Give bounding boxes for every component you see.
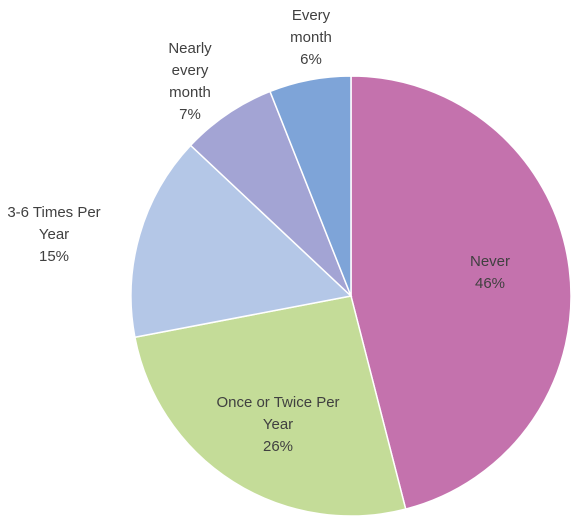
slice-label: Nearly every month 7% [159, 38, 221, 126]
value-label: 26% [262, 438, 294, 455]
category-label: 3-6 Times Per Year [7, 204, 101, 243]
value-label: 7% [179, 106, 201, 123]
value-label: 46% [474, 275, 506, 292]
slice-label: Never 46% [450, 251, 530, 295]
value-label: 6% [300, 51, 322, 68]
category-label: Nearly every month [168, 40, 212, 101]
pie-slice [269, 75, 352, 297]
slice-label: Once or Twice Per Year 26% [213, 392, 343, 458]
slice-label: 3-6 Times Per Year 15% [2, 202, 107, 268]
value-label: 15% [38, 248, 70, 265]
pie-slice [130, 144, 353, 339]
category-label: Every month [290, 7, 332, 46]
category-label: Once or Twice Per Year [216, 394, 340, 433]
pie-slice [350, 75, 571, 511]
pie-slice [134, 295, 407, 517]
category-label: Never [469, 253, 510, 270]
slice-label: Every month 6% [281, 5, 341, 71]
